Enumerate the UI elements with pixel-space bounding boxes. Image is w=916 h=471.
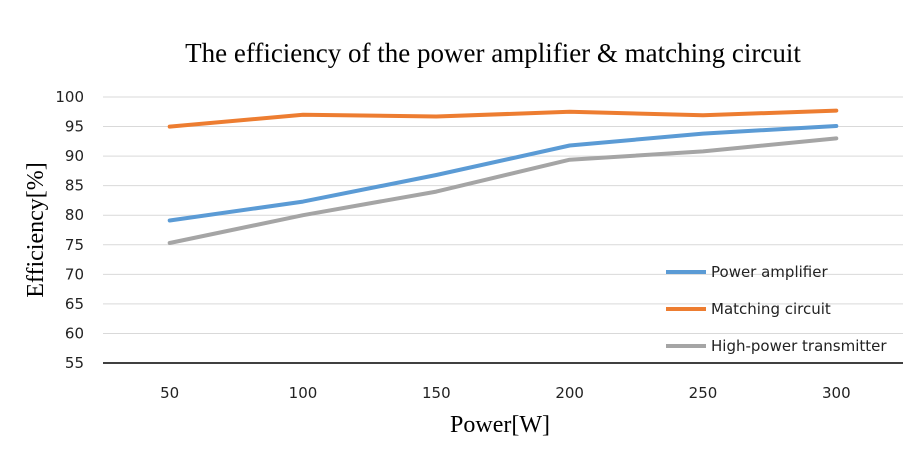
legend-label: Power amplifier <box>711 263 828 281</box>
x-tick-label: 50 <box>160 384 179 402</box>
x-axis-ticks: 50 100 150 200 250 300 <box>160 384 851 402</box>
x-tick-label: 100 <box>289 384 318 402</box>
x-tick-label: 250 <box>689 384 718 402</box>
x-tick-label: 300 <box>822 384 851 402</box>
legend-label: Matching circuit <box>711 300 831 318</box>
y-tick-label: 75 <box>65 236 84 254</box>
y-tick-label: 90 <box>65 147 84 165</box>
series-line-high-power-transmitter <box>167 136 839 245</box>
x-tick-label: 200 <box>555 384 584 402</box>
y-tick-label: 65 <box>65 295 84 313</box>
y-tick-label: 60 <box>65 324 84 342</box>
gridlines <box>103 96 903 334</box>
y-tick-label: 55 <box>65 354 84 372</box>
x-axis-title: Power[W] <box>450 412 550 438</box>
y-tick-label: 100 <box>55 88 84 106</box>
y-tick-label: 80 <box>65 206 84 224</box>
y-axis-title: Efficiency[%] <box>23 162 49 297</box>
y-axis-ticks: 55 60 65 70 75 80 85 90 95 100 <box>55 88 84 372</box>
series-lines <box>167 108 839 245</box>
chart-title: The efficiency of the power amplifier & … <box>185 38 801 68</box>
series-line-power-amplifier <box>167 124 839 223</box>
legend: Power amplifier Matching circuit High-powe… <box>666 263 887 355</box>
series-line-matching-circuit <box>167 108 839 129</box>
y-tick-label: 95 <box>65 118 84 136</box>
x-tick-label: 150 <box>422 384 451 402</box>
y-tick-label: 85 <box>65 177 84 195</box>
y-tick-label: 70 <box>65 265 84 283</box>
legend-label: High-power transmitter <box>711 337 887 355</box>
